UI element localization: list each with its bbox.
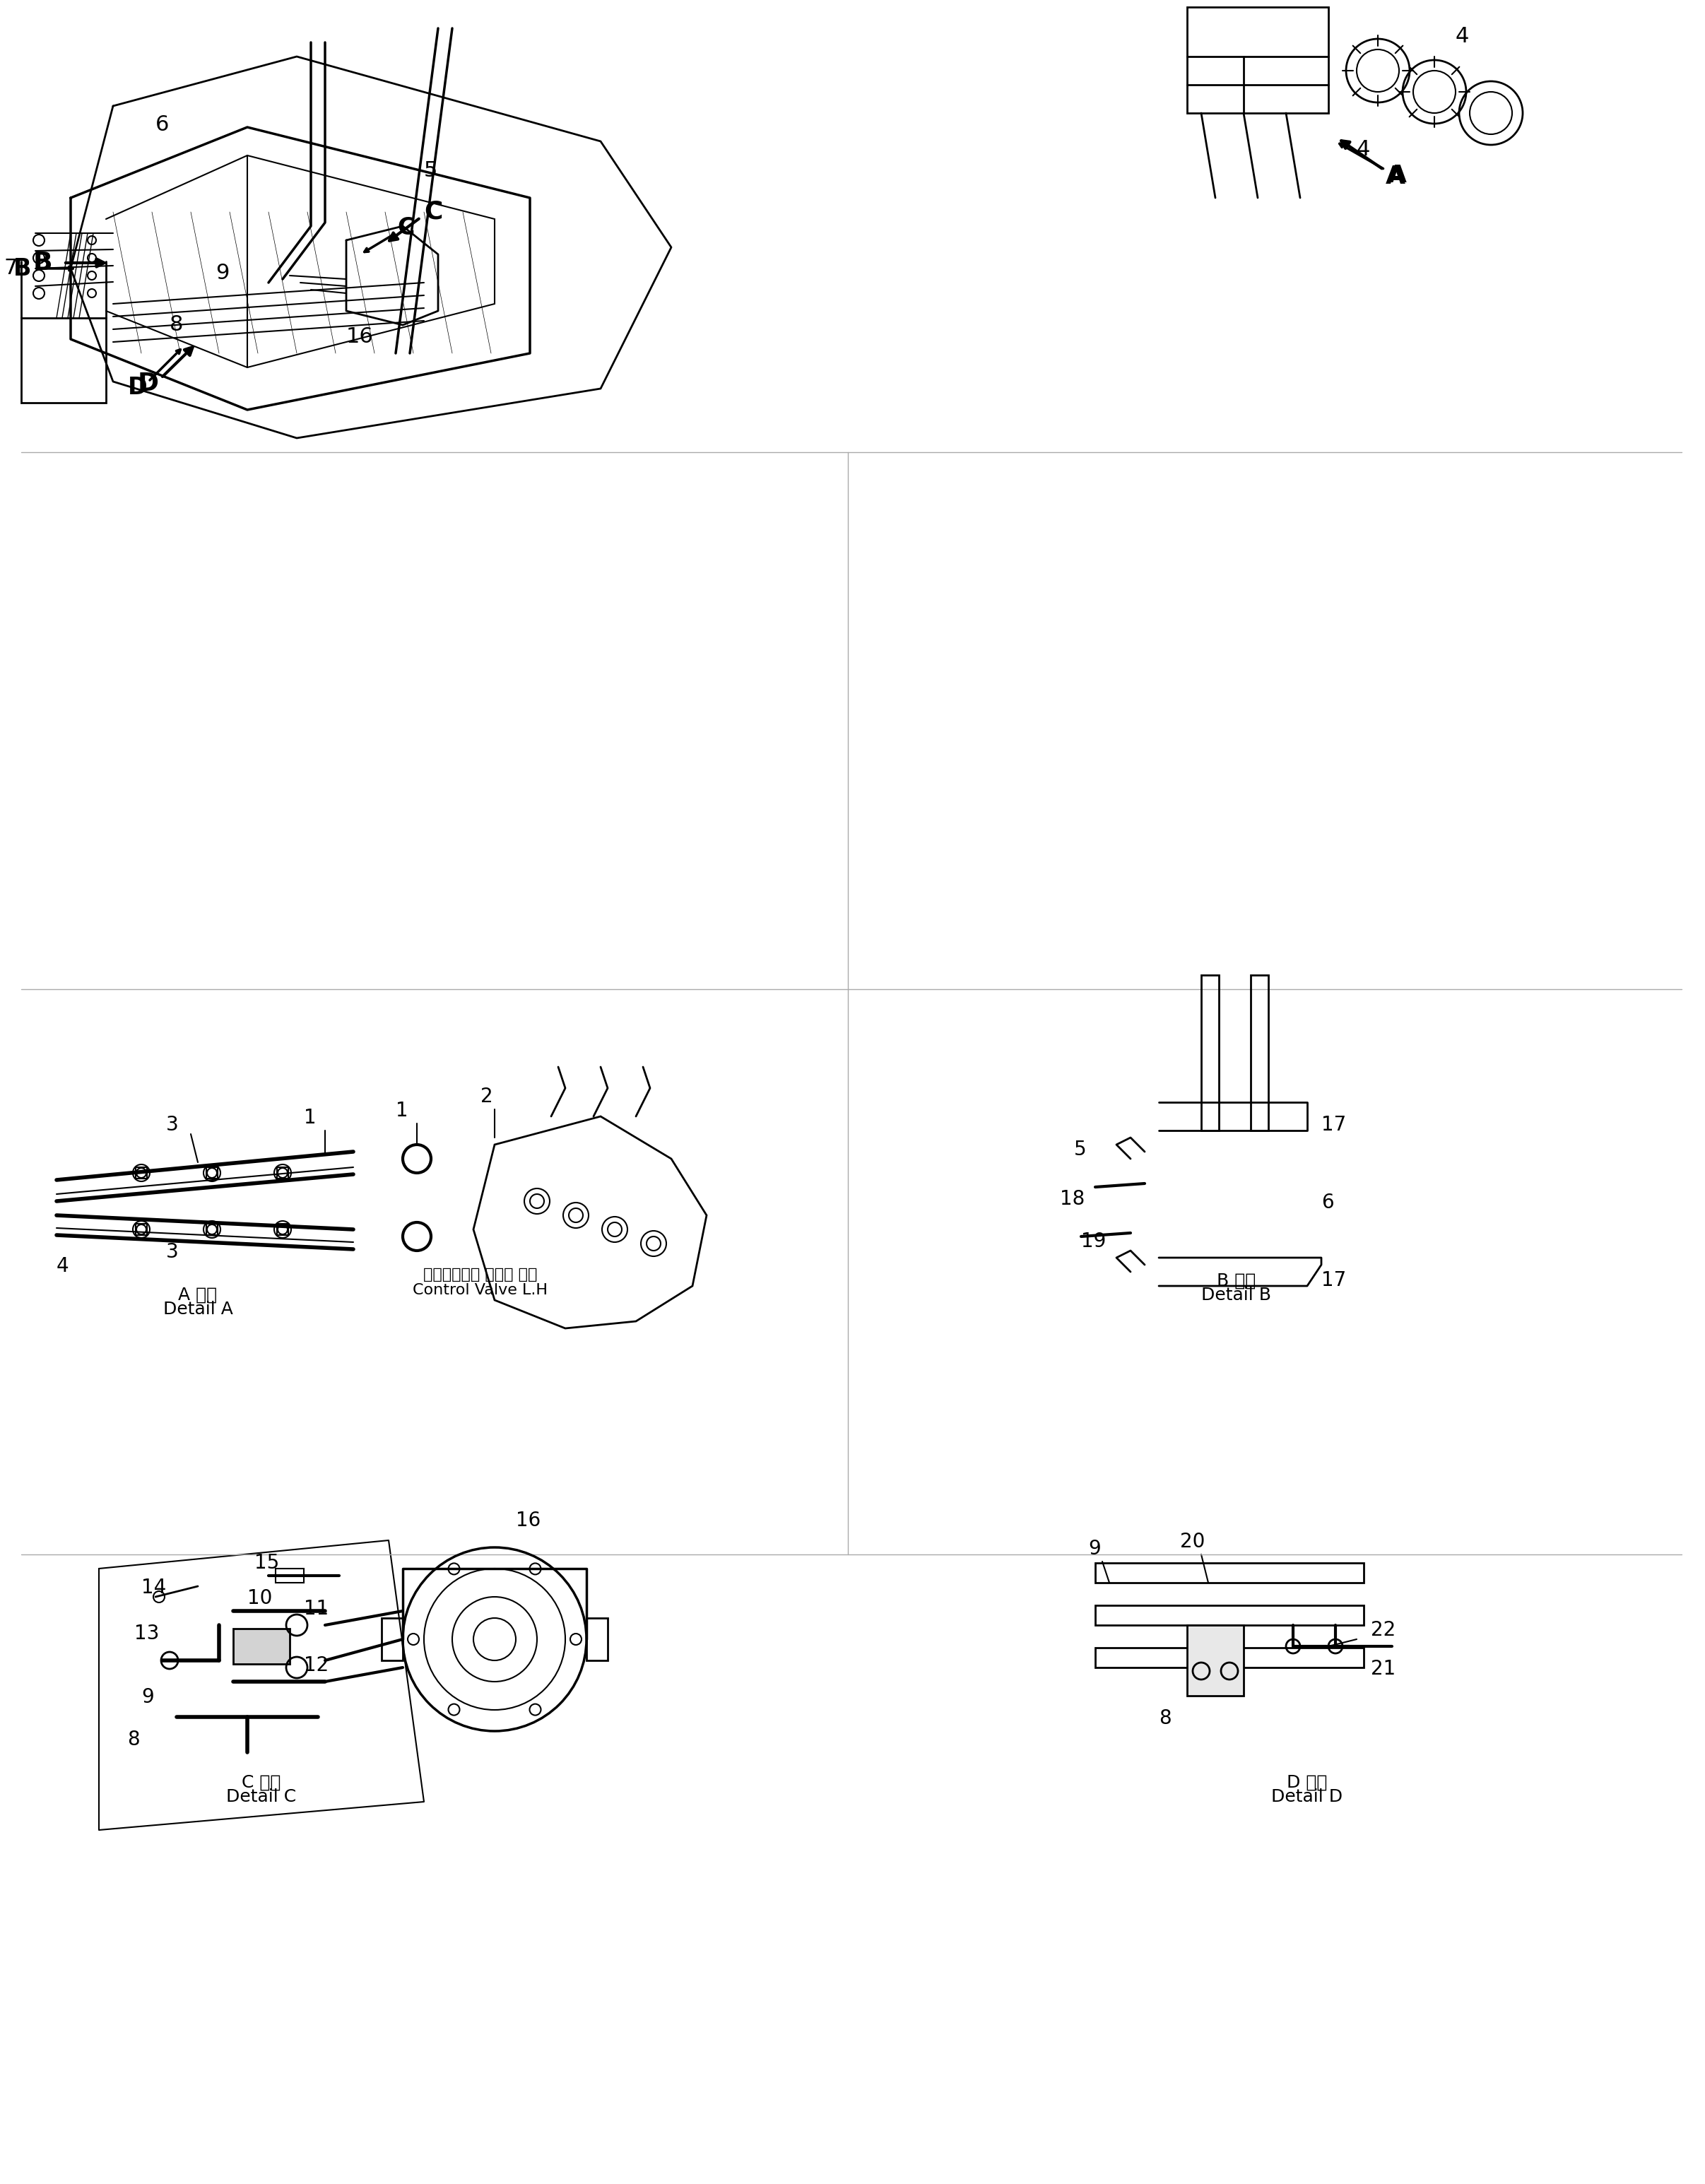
Text: 4: 4 xyxy=(56,1256,68,1275)
Text: C: C xyxy=(397,216,414,240)
Bar xyxy=(276,1166,288,1179)
Text: A: A xyxy=(1386,164,1405,188)
Bar xyxy=(1095,1564,1364,1583)
Text: C 詳細: C 詳細 xyxy=(242,1773,281,1791)
Bar xyxy=(1095,1647,1364,1669)
Text: 16: 16 xyxy=(517,1511,540,1531)
Text: 18: 18 xyxy=(1061,1188,1084,1210)
Text: B: B xyxy=(32,251,53,275)
Bar xyxy=(1095,1605,1364,1625)
Text: Detail D: Detail D xyxy=(1272,1789,1344,1806)
Bar xyxy=(136,1166,147,1179)
Text: 2: 2 xyxy=(481,1088,493,1107)
Text: Detail C: Detail C xyxy=(227,1789,297,1806)
Bar xyxy=(1251,974,1269,1131)
Text: 22: 22 xyxy=(1371,1621,1396,1640)
Text: 4: 4 xyxy=(1357,140,1371,159)
Text: 19: 19 xyxy=(1081,1232,1107,1251)
Text: 1: 1 xyxy=(396,1101,407,1120)
Bar xyxy=(206,1166,218,1179)
Bar xyxy=(20,319,106,402)
Bar xyxy=(276,1223,288,1236)
Text: Detail B: Detail B xyxy=(1202,1286,1272,1304)
Text: Control Valve L.H: Control Valve L.H xyxy=(413,1284,547,1297)
Bar xyxy=(587,1618,607,1660)
Text: 7: 7 xyxy=(3,258,17,280)
Text: 1: 1 xyxy=(303,1107,317,1127)
Text: D: D xyxy=(138,371,159,395)
Bar xyxy=(234,1629,290,1664)
Text: 10: 10 xyxy=(247,1588,273,1607)
Text: A: A xyxy=(1388,164,1407,188)
Text: 6: 6 xyxy=(155,114,169,135)
Text: 5: 5 xyxy=(425,159,438,181)
Text: コントロール バルブ 左側: コントロール バルブ 左側 xyxy=(423,1267,537,1282)
Bar xyxy=(1202,974,1219,1131)
Text: D: D xyxy=(128,376,148,400)
Bar xyxy=(1187,7,1328,114)
Text: 8: 8 xyxy=(128,1730,140,1749)
Text: A 詳細: A 詳細 xyxy=(179,1286,217,1304)
Text: B 詳細: B 詳細 xyxy=(1217,1273,1257,1289)
Text: 9: 9 xyxy=(1088,1540,1101,1559)
Text: 8: 8 xyxy=(169,314,184,334)
Bar xyxy=(206,1223,218,1236)
Text: 12: 12 xyxy=(303,1655,329,1675)
Text: 5: 5 xyxy=(1074,1140,1086,1160)
Text: 8: 8 xyxy=(1159,1708,1171,1728)
Text: 9: 9 xyxy=(142,1688,153,1708)
Text: 3: 3 xyxy=(165,1116,179,1136)
Text: B: B xyxy=(14,258,32,280)
Text: 16: 16 xyxy=(346,325,373,347)
Text: 11: 11 xyxy=(303,1599,329,1618)
Bar xyxy=(136,1223,147,1236)
Text: 4: 4 xyxy=(1456,26,1470,46)
Polygon shape xyxy=(474,1116,706,1328)
Text: 17: 17 xyxy=(1321,1116,1347,1136)
Text: 9: 9 xyxy=(215,262,228,284)
Text: 21: 21 xyxy=(1371,1660,1396,1679)
Text: 13: 13 xyxy=(135,1623,159,1645)
Text: 17: 17 xyxy=(1321,1271,1347,1291)
Text: 3: 3 xyxy=(165,1243,179,1262)
Text: 14: 14 xyxy=(142,1577,165,1597)
Text: D 詳細: D 詳細 xyxy=(1287,1773,1328,1791)
Text: C: C xyxy=(425,201,443,225)
Bar xyxy=(276,1568,303,1583)
Text: 20: 20 xyxy=(1180,1531,1205,1551)
Text: Detail A: Detail A xyxy=(164,1302,234,1317)
Text: 15: 15 xyxy=(254,1553,280,1572)
Bar xyxy=(1187,1625,1243,1695)
Bar xyxy=(382,1618,402,1660)
Text: 6: 6 xyxy=(1321,1192,1333,1212)
